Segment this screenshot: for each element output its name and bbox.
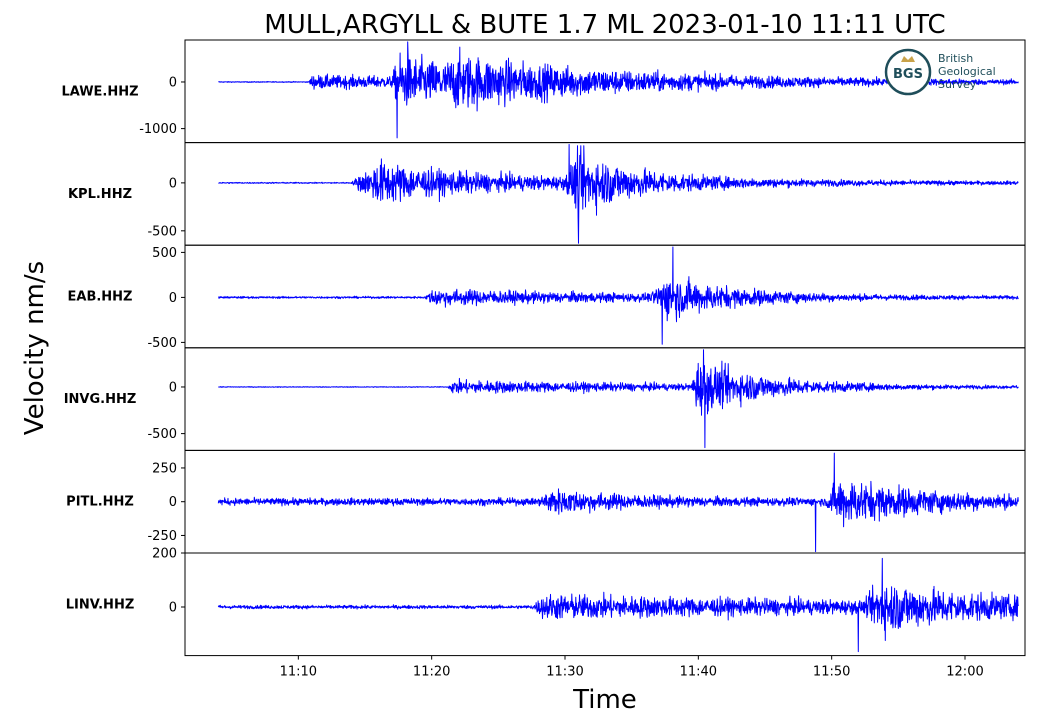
bgs-logo: BGS British Geological Survey xyxy=(884,48,996,96)
panels-group: LAWE.HHZ 0 -1000 KPL.HHZ 0 -500 EAB.HHZ 500 0 -50… xyxy=(61,39,1026,657)
y-tick-label: 0 xyxy=(169,291,177,306)
x-tick-label: 11:50 xyxy=(813,665,850,680)
panel-kpl-hhz: KPL.HHZ 0 -500 xyxy=(68,142,1026,246)
logo-text-geological: Geological xyxy=(938,65,996,78)
panel-frame xyxy=(184,552,1026,657)
panel-frame xyxy=(184,347,1026,451)
x-tick-label: 11:30 xyxy=(546,665,583,680)
waveform-trace xyxy=(218,41,1019,139)
x-tick-label: 11:40 xyxy=(680,665,717,680)
y-tick-label: 500 xyxy=(152,246,177,261)
logo-text-british: British xyxy=(938,52,973,65)
waveform-trace xyxy=(217,557,1019,653)
waveform-trace xyxy=(218,349,1019,449)
x-tick-label: 11:10 xyxy=(280,665,317,680)
y-tick-label: -250 xyxy=(147,529,177,544)
logo-text-survey: Survey xyxy=(938,78,977,91)
chart-title: MULL,ARGYLL & BUTE 1.7 ML 2023-01-10 11:… xyxy=(264,10,945,40)
y-tick-label: -500 xyxy=(147,224,177,239)
panel-invg-hhz: INVG.HHZ 0 -500 xyxy=(64,347,1026,451)
logo-ring-icon xyxy=(884,48,932,96)
crown-icon xyxy=(901,56,915,62)
x-tick-label: 11:20 xyxy=(413,665,450,680)
panel-pitl-hhz: PITL.HHZ 250 0 -250 xyxy=(66,449,1026,554)
x-axis-label: Time xyxy=(572,685,637,715)
y-tick-label: -500 xyxy=(147,427,177,442)
panel-eab-hhz: EAB.HHZ 500 0 -500 xyxy=(68,244,1026,351)
station-label: LINV.HHZ xyxy=(66,597,135,612)
x-axis-ticks: 11:10 11:20 11:30 11:40 11:50 12:00 xyxy=(280,655,984,680)
station-label: PITL.HHZ xyxy=(66,495,134,510)
y-tick-label: 250 xyxy=(152,461,177,476)
y-tick-label: 0 xyxy=(169,601,177,616)
x-tick-label: 12:00 xyxy=(946,665,983,680)
y-axis-label: Velocity nm/s xyxy=(20,261,50,435)
station-label: LAWE.HHZ xyxy=(61,84,138,99)
y-tick-label: 0 xyxy=(169,176,177,191)
waveform-trace xyxy=(218,246,1019,345)
y-tick-label: -500 xyxy=(147,336,177,351)
logo-initials: BGS xyxy=(893,67,923,82)
y-tick-label: -1000 xyxy=(139,122,177,137)
station-label: KPL.HHZ xyxy=(68,187,132,202)
waveform-trace xyxy=(217,452,1019,553)
panel-linv-hhz: LINV.HHZ 200 0 xyxy=(66,547,1026,657)
station-label: EAB.HHZ xyxy=(68,290,133,305)
y-tick-label: 200 xyxy=(152,547,177,562)
station-label: INVG.HHZ xyxy=(64,392,137,407)
panel-lawe-hhz: LAWE.HHZ 0 -1000 xyxy=(61,39,1026,144)
y-tick-label: 0 xyxy=(169,495,177,510)
waveform-trace xyxy=(218,144,1019,244)
y-tick-label: 0 xyxy=(169,75,177,90)
y-tick-label: 0 xyxy=(169,380,177,395)
